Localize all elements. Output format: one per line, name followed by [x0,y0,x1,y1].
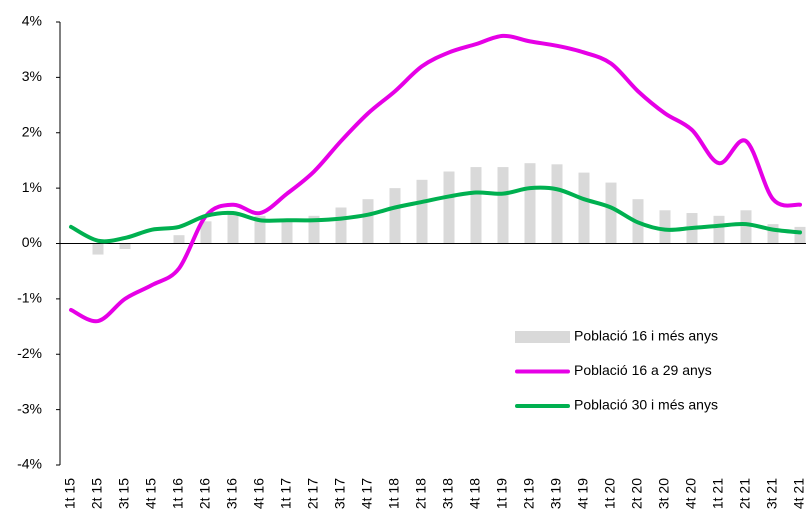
bar [281,218,293,244]
bar [227,213,239,244]
y-tick-label: 4% [22,13,42,29]
bar [173,235,185,244]
legend-swatch [515,331,570,343]
x-tick-label: 2t 16 [197,478,213,509]
legend-label: Població 16 a 29 anys [574,362,712,378]
bar [524,163,536,244]
x-tick-label: 3t 15 [116,478,132,509]
bar [92,243,104,255]
legend-label: Població 16 i més anys [574,328,718,344]
x-tick-label: 1t 18 [386,478,402,509]
x-tick-label: 2t 20 [629,478,645,509]
x-tick-label: 1t 21 [710,478,726,509]
x-tick-label: 4t 19 [575,478,591,509]
bar [767,224,779,244]
bar [254,215,266,244]
bar [443,171,455,244]
x-tick-label: 3t 16 [224,478,240,509]
y-tick-label: 1% [22,179,42,195]
bar [605,182,617,244]
x-tick-label: 4t 20 [683,478,699,509]
y-tick-label: -1% [17,290,42,306]
bar [659,210,671,244]
bar [335,207,347,244]
bar [200,221,212,244]
x-tick-label: 3t 18 [440,478,456,509]
y-tick-label: 0% [22,234,42,250]
bar [551,164,563,244]
x-tick-label: 4t 18 [467,478,483,509]
bar [389,188,401,244]
bar [497,167,509,244]
x-tick-label: 2t 18 [413,478,429,509]
x-tick-label: 3t 21 [764,478,780,509]
legend-label: Població 30 i més anys [574,397,718,413]
line [69,185,802,244]
x-tick-label: 4t 17 [359,478,375,509]
y-tick-label: 2% [22,123,42,139]
x-tick-label: 2t 19 [521,478,537,509]
x-tick-label: 1t 19 [494,478,510,509]
line [69,33,802,324]
x-tick-label: 2t 21 [737,478,753,509]
bar [470,167,482,244]
y-tick-label: 3% [22,68,42,84]
bar [578,172,590,244]
bar [362,199,374,244]
bar [713,215,725,244]
y-tick-label: -4% [17,456,42,472]
bar [740,210,752,244]
x-tick-label: 1t 17 [278,478,294,509]
y-tick-label: -3% [17,400,42,416]
x-tick-label: 3t 19 [548,478,564,509]
x-tick-label: 3t 20 [656,478,672,509]
x-tick-label: 3t 17 [332,478,348,509]
bar [794,226,806,244]
x-tick-label: 1t 20 [602,478,618,509]
x-tick-label: 4t 16 [251,478,267,509]
x-tick-label: 2t 17 [305,478,321,509]
x-tick-label: 1t 16 [170,478,186,509]
y-tick-label: -2% [17,345,42,361]
bar [308,215,320,244]
x-tick-label: 4t 15 [143,478,159,509]
bar [416,179,428,244]
bar [119,243,131,250]
x-tick-label: 1t 15 [62,478,78,509]
x-tick-label: 2t 15 [89,478,105,509]
x-tick-label: 4t 21 [791,478,806,509]
